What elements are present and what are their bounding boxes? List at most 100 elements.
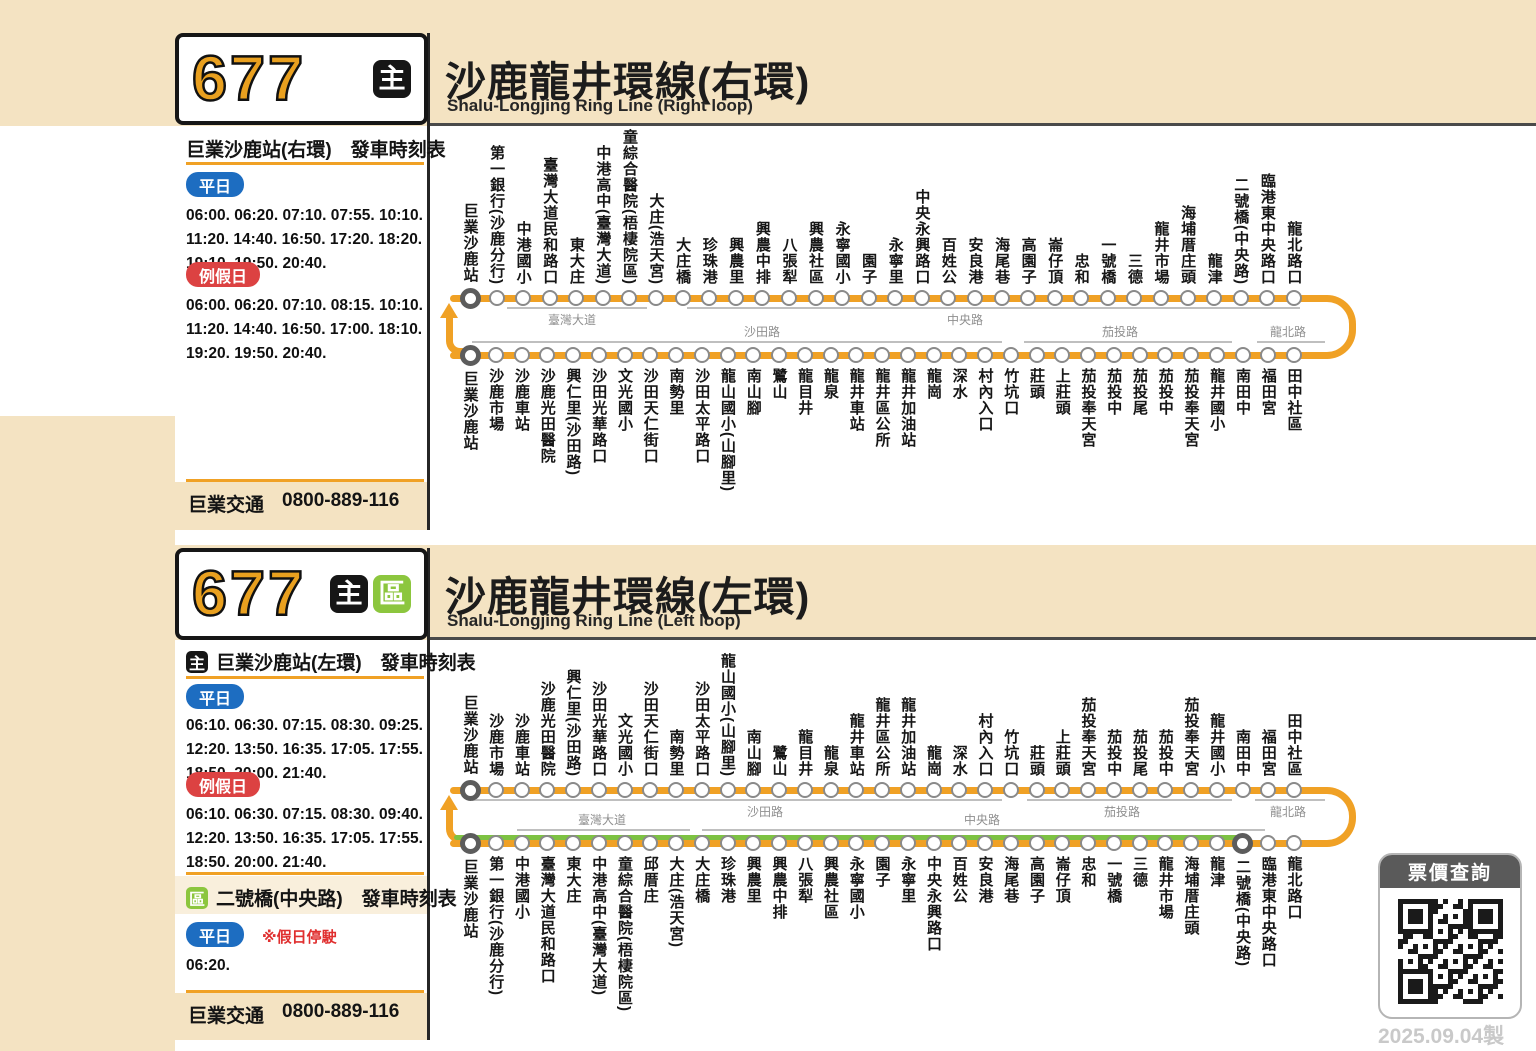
station-label: 忠和: [1072, 253, 1090, 285]
station-label: 沙田天仁街口: [641, 368, 659, 464]
station: 安良港: [963, 128, 987, 306]
station-label: 沙鹿市場: [487, 713, 505, 777]
station: 龍井國小: [1205, 347, 1229, 547]
stop-icon: [1206, 290, 1223, 306]
station-label: 巨業沙鹿站: [461, 202, 479, 283]
station: 南田中: [1231, 620, 1255, 798]
timetable-heading-text: 二號橋(中央路) 發車時刻表: [216, 889, 457, 910]
station: 園子: [870, 835, 894, 1035]
station-label: 二號橋(中央路): [1234, 858, 1251, 967]
stop-icon: [1157, 782, 1174, 798]
stop-icon: [565, 782, 581, 798]
stop-icon: [513, 347, 530, 363]
station-label: 三德: [1125, 253, 1143, 285]
station-label: 一號橋: [1105, 856, 1123, 904]
stop-icon: [1080, 782, 1096, 798]
station: 文光國小: [613, 347, 637, 547]
station: 龍井加油站: [896, 347, 920, 547]
station-label: 中港高中(臺灣大道): [594, 145, 612, 285]
stop-icon: [771, 347, 787, 363]
station: 深水: [947, 347, 971, 547]
station: 百姓公: [947, 835, 971, 1035]
stop-icon: [642, 835, 659, 851]
stop-icon: [1234, 782, 1251, 798]
station-label: 高園子: [1028, 856, 1045, 904]
station-label: 龍井加油站: [899, 697, 917, 777]
terminal-stop-icon: [1232, 832, 1253, 854]
station: 龍北路口: [1282, 835, 1306, 1035]
station-label: 二號橋(中央路): [1232, 177, 1250, 285]
station: 大庄橋: [671, 128, 695, 306]
station: 臨港東中央路口: [1256, 835, 1280, 1035]
station-label: 百姓公: [950, 856, 968, 904]
timetable-heading-right: 巨業沙鹿站(右環) 發車時刻表: [186, 135, 446, 162]
stop-icon: [513, 782, 530, 798]
stop-icon: [834, 290, 851, 306]
station: 莊頭: [1025, 620, 1049, 798]
road-line: [702, 829, 1265, 831]
station: 龍目井: [793, 620, 817, 798]
station: 沙田太平路口: [690, 620, 714, 798]
station-label: 中港國小: [514, 221, 532, 285]
station: 三德: [1122, 128, 1146, 306]
stop-icon: [1002, 782, 1019, 798]
station: 龍目井: [793, 347, 817, 547]
station: 沙田太平路口: [690, 347, 714, 547]
zone-timetable-strip: [175, 876, 427, 914]
stop-icon: [1080, 835, 1096, 851]
station-label: 興仁里(沙田路): [564, 368, 582, 476]
station: 崙仔頂: [1050, 835, 1074, 1035]
station: 二號橋(中央路): [1231, 832, 1255, 1035]
station-label: 南勢里: [667, 368, 685, 416]
station-label: 龍津: [1205, 253, 1223, 285]
stop-icon: [642, 347, 659, 363]
station-label: 園子: [860, 253, 878, 285]
stop-icon: [1054, 782, 1071, 798]
station: 沙鹿市場: [484, 620, 508, 798]
station: 龍津: [1205, 835, 1229, 1035]
station-label: 龍北路口: [1285, 221, 1303, 285]
station: 珍珠港: [697, 128, 721, 306]
station-label: 茄投奉天宮: [1079, 368, 1097, 448]
station-label: 巨業沙鹿站: [461, 370, 479, 451]
station: 龍井市場: [1153, 835, 1177, 1035]
station-label: 龍山國小(山腳里): [719, 368, 736, 492]
stop-icon: [539, 835, 556, 851]
stop-icon: [1002, 835, 1019, 851]
zone-times: 06:20.: [186, 957, 230, 974]
station-label: 茄投奉天宮: [1182, 368, 1200, 448]
station-label: 沙鹿光田醫院: [538, 681, 556, 777]
holiday-times: 06:00. 06:20. 07:10. 08:15. 10:10. 11:20…: [186, 297, 423, 363]
stop-icon: [693, 347, 710, 363]
stop-icon: [616, 347, 633, 363]
station: 第一銀行(沙鹿分行): [485, 128, 509, 306]
heading-rule: [186, 676, 424, 679]
stop-icon: [993, 290, 1010, 306]
holiday-badge: 例假日: [186, 262, 261, 287]
station-label: 沙鹿市場: [487, 368, 505, 432]
stop-icon: [1260, 347, 1277, 363]
header-divider-right: [428, 123, 1536, 126]
road-label: 沙田路: [743, 325, 780, 339]
station: 龍井區公所: [870, 347, 894, 547]
station-label: 永寧里: [899, 856, 917, 904]
station-label: 童綜合醫院(梧棲院區): [616, 856, 633, 1012]
weekday-badge: 平日: [186, 172, 245, 197]
station-label: 文光國小: [616, 368, 633, 432]
station: 大庄(浩天宮): [644, 128, 668, 306]
stop-icon: [807, 290, 824, 306]
route-number: 677: [191, 43, 307, 114]
stop-icon: [940, 290, 957, 306]
stop-icon: [1028, 835, 1045, 851]
stop-icon: [1260, 835, 1277, 851]
station: 村內入口: [973, 347, 997, 547]
stop-icon: [1080, 347, 1096, 363]
station: 茄投中: [1102, 620, 1126, 798]
station: 永寧里: [896, 835, 920, 1035]
stop-icon: [1259, 290, 1276, 306]
station: 中港高中(臺灣大道): [591, 128, 615, 306]
fare-qr-title: 票價查詢: [1380, 855, 1520, 888]
stop-icon: [745, 835, 762, 851]
weekday-badge: 平日: [186, 684, 245, 709]
station-label: 永寧國小: [833, 221, 851, 285]
